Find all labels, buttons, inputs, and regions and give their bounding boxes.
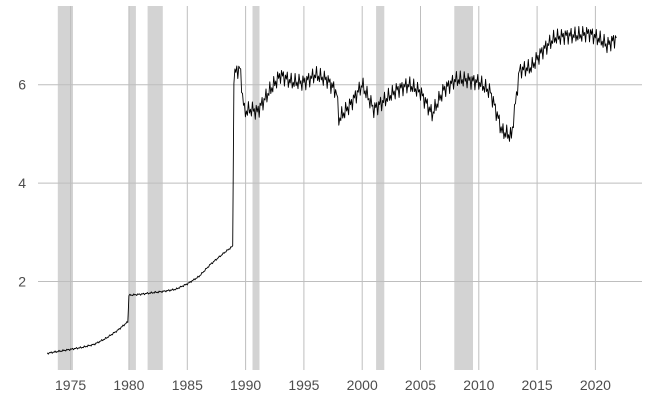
x-tick-label-1980: 1980 — [113, 377, 144, 393]
x-tick-label-1985: 1985 — [172, 377, 203, 393]
series-layer — [46, 26, 617, 355]
y-tick-label-4: 4 — [18, 175, 26, 191]
shaded-period-3 — [147, 6, 163, 370]
y-tick-label-2: 2 — [18, 274, 26, 290]
x-tick-label-2000: 2000 — [347, 377, 378, 393]
x-tick-label-1995: 1995 — [288, 377, 319, 393]
x-tick-label-2005: 2005 — [405, 377, 436, 393]
x-tick-label-2015: 2015 — [522, 377, 553, 393]
grid-layer — [38, 6, 642, 370]
series-line-1 — [46, 26, 617, 355]
recession-shading-layer — [57, 6, 473, 370]
x-tick-label-1975: 1975 — [55, 377, 86, 393]
x-tick-label-1990: 1990 — [230, 377, 261, 393]
x-axis-tick-labels: 1975 1980 1985 1990 1995 2000 2005 2010 2015 2020 — [55, 377, 611, 393]
shaded-period-1 — [57, 6, 73, 370]
y-tick-label-6: 6 — [18, 77, 26, 93]
x-tick-label-2020: 2020 — [580, 377, 611, 393]
shaded-period-5 — [376, 6, 385, 370]
x-tick-label-2010: 2010 — [463, 377, 494, 393]
y-axis-tick-labels: 2 4 6 — [18, 77, 26, 290]
shaded-period-4 — [252, 6, 260, 370]
shaded-period-6 — [454, 6, 473, 370]
shaded-period-2 — [128, 6, 136, 370]
